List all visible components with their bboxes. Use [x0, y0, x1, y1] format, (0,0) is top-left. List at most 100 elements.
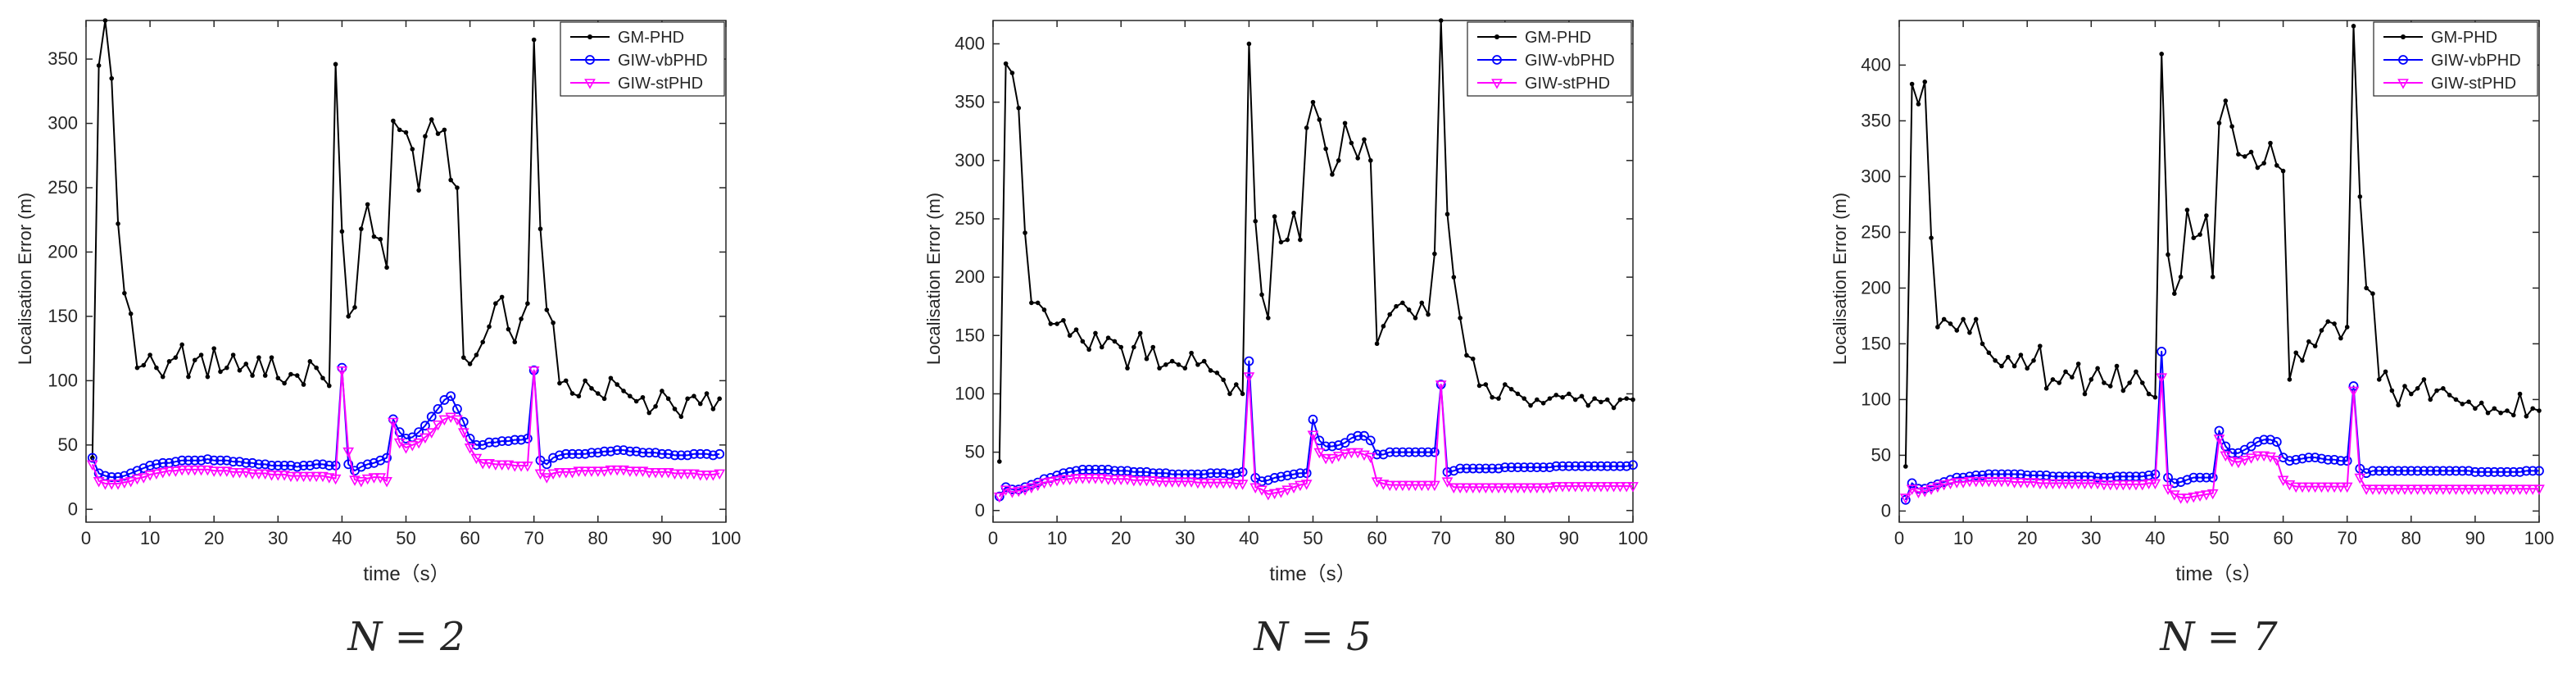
data-point: [2073, 471, 2084, 482]
data-point: [1429, 480, 1440, 492]
data-point: [2134, 369, 2138, 375]
data-point: [470, 453, 483, 465]
data-point: [522, 434, 533, 443]
data-point: [493, 301, 498, 307]
data-point: [497, 436, 507, 447]
data-point: [1112, 339, 1118, 344]
data-point: [170, 466, 182, 477]
data-point: [1221, 377, 1226, 383]
data-point: [2236, 152, 2241, 157]
data-point: [1372, 449, 1382, 460]
data-point: [678, 414, 684, 420]
data-point: [224, 365, 229, 371]
data-point: [665, 396, 671, 402]
x-tick-label: 50: [396, 528, 415, 548]
data-point: [1128, 466, 1139, 477]
data-point: [2312, 343, 2318, 348]
data-point: [1317, 117, 1322, 122]
data-point: [352, 305, 357, 310]
data-point: [471, 439, 482, 450]
data-point: [650, 468, 661, 479]
data-point: [141, 362, 147, 368]
data-point: [1084, 465, 1095, 475]
data-point: [112, 480, 124, 490]
data-point: [125, 476, 137, 488]
data-point: [1198, 478, 1210, 489]
data-point: [378, 236, 383, 242]
x-tick-label: 0: [1894, 528, 1904, 548]
data-point: [1157, 366, 1162, 371]
data-point: [1041, 307, 1047, 312]
y-tick-label: 200: [1861, 277, 1891, 298]
data-point: [628, 393, 633, 399]
data-point: [2300, 358, 2305, 363]
x-tick-label: 60: [2273, 528, 2293, 548]
data-point: [1621, 482, 1633, 493]
data-point: [2085, 479, 2098, 490]
data-point: [1416, 480, 1428, 492]
y-tick-label: 400: [955, 33, 985, 53]
data-point: [2325, 319, 2331, 325]
data-point: [1067, 333, 1073, 339]
data-point: [2252, 451, 2264, 462]
data-point: [218, 369, 223, 375]
data-point: [2389, 388, 2395, 393]
data-point: [2201, 472, 2211, 483]
data-point: [1257, 476, 1267, 487]
data-point: [1144, 356, 1150, 362]
data-point: [657, 448, 667, 459]
data-point: [119, 471, 129, 481]
data-point: [1240, 391, 1245, 397]
data-point: [541, 473, 553, 484]
y-tick-label: 250: [1861, 221, 1891, 242]
data-point: [400, 443, 412, 454]
data-point: [474, 352, 479, 357]
data-point: [403, 130, 409, 135]
data-point: [2172, 291, 2177, 297]
data-point: [209, 455, 220, 466]
data-point: [656, 468, 668, 479]
data-point: [2156, 373, 2168, 384]
data-point: [630, 466, 642, 477]
data-point: [215, 466, 226, 477]
data-point: [1993, 358, 1998, 363]
data-point: [1522, 396, 1527, 401]
data-point: [1487, 463, 1498, 474]
data-point: [2025, 366, 2030, 371]
data-point: [107, 472, 117, 482]
y-axis-label: Localisation Error (m): [15, 193, 35, 365]
data-point: [1628, 460, 1638, 471]
data-point: [196, 455, 206, 466]
data-point: [1214, 371, 1220, 375]
data-point: [1912, 488, 1925, 498]
series-gm-phd: [90, 18, 722, 461]
data-point: [2507, 484, 2519, 495]
data-point: [262, 373, 268, 378]
data-point: [368, 473, 380, 484]
data-point: [1346, 433, 1357, 443]
data-point: [480, 339, 486, 345]
data-point: [273, 461, 283, 471]
data-point: [560, 468, 572, 479]
data-point: [2182, 475, 2193, 485]
data-point: [1150, 344, 1156, 350]
data-point: [1070, 474, 1082, 484]
data-point: [393, 438, 406, 449]
data-point: [2533, 484, 2545, 495]
data-point: [1132, 344, 1136, 350]
chart-caption: N = 2: [347, 614, 465, 660]
data-point: [2229, 124, 2234, 129]
data-point: [183, 465, 194, 476]
data-point: [451, 415, 463, 426]
data-point: [160, 374, 166, 380]
data-point: [279, 471, 290, 481]
data-point: [2488, 484, 2501, 495]
data-point: [1526, 462, 1535, 473]
data-point: [1455, 463, 1466, 474]
data-point: [1932, 482, 1943, 493]
y-tick-label: 250: [955, 208, 985, 229]
y-tick-label: 100: [1861, 389, 1891, 409]
data-point: [1426, 311, 1431, 317]
data-point: [1212, 468, 1222, 479]
data-point: [1449, 466, 1459, 476]
